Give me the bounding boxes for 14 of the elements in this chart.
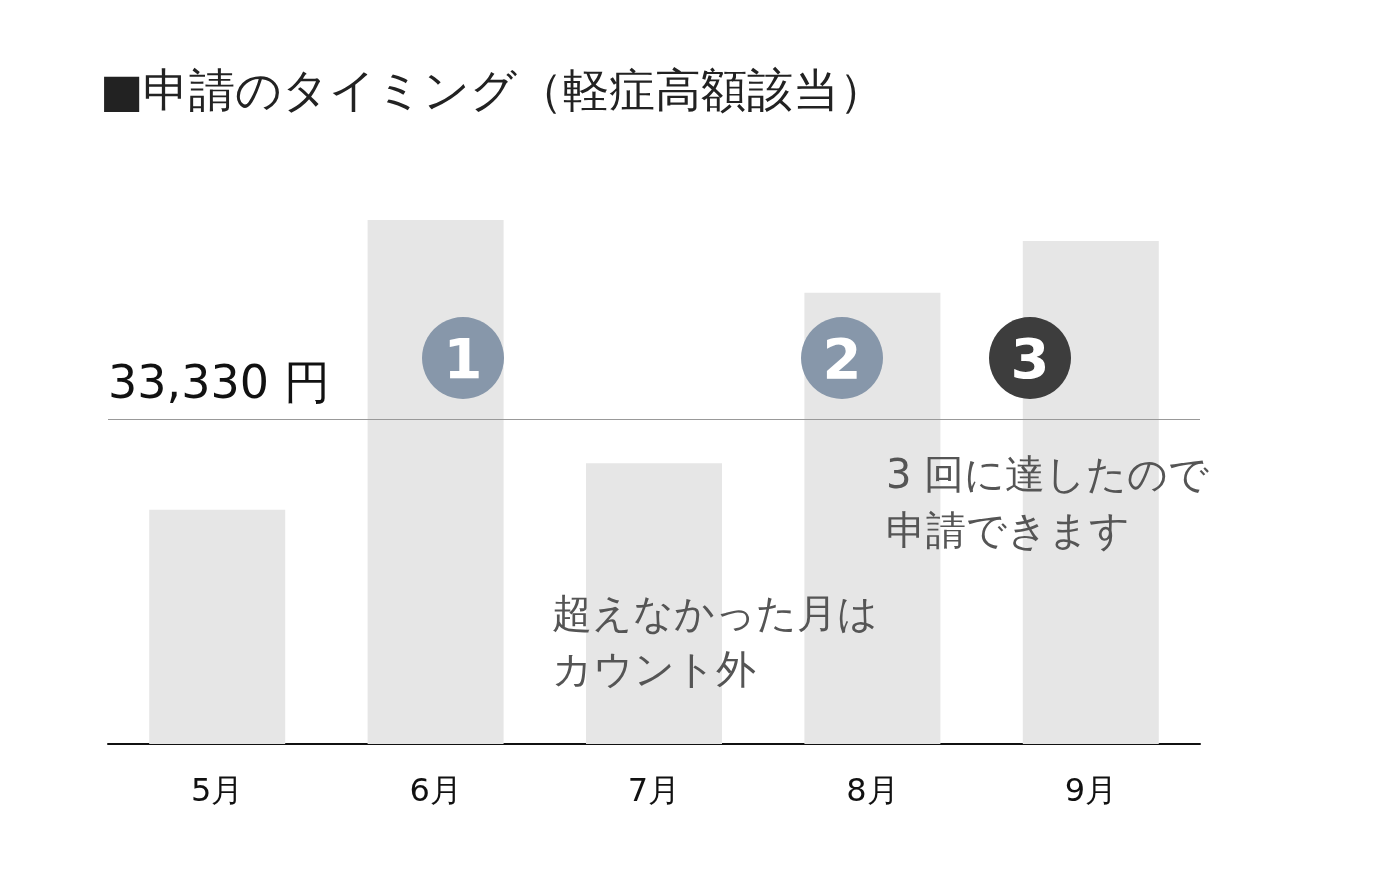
x-tick-label: 6月	[409, 771, 462, 809]
x-tick-label: 9月	[1064, 771, 1117, 809]
annotation: 超えなかった月はカウント外	[552, 590, 878, 692]
bar	[149, 509, 286, 744]
chart-title: ■申請のタイミング（軽症高額該当）	[100, 63, 886, 117]
bar	[367, 220, 504, 744]
annotation: 2	[822, 325, 862, 391]
x-tick-label: 7月	[627, 771, 681, 809]
annotation: 3	[1010, 325, 1050, 391]
x-tick-label: 5月	[191, 771, 244, 809]
x-tick-label: 8月	[846, 771, 899, 809]
ref-line-label: 33,330 円	[108, 355, 330, 410]
annotation: 1	[443, 325, 483, 391]
annotation: 3 回に達したので申請できます	[886, 451, 1210, 553]
